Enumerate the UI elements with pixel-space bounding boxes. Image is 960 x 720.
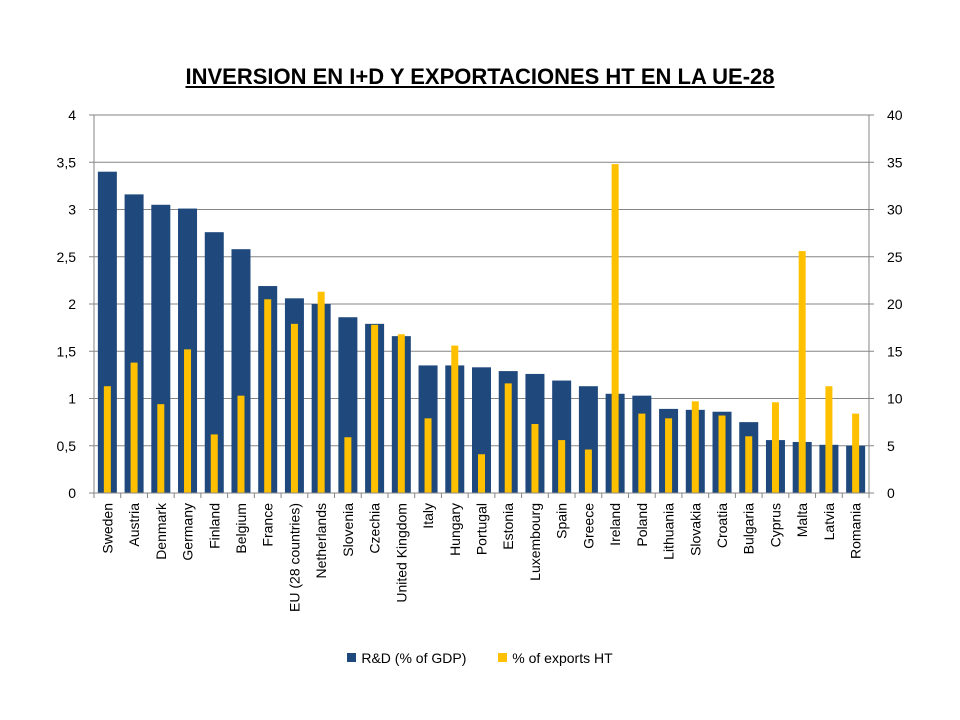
- bar-exports-ht: [504, 383, 512, 493]
- bar-exports-ht: [424, 418, 432, 493]
- bar-exports-ht: [638, 413, 646, 493]
- category-label: Sweden: [99, 503, 115, 554]
- axes: [89, 114, 874, 498]
- y-left-tick-label: 3,5: [57, 154, 77, 170]
- legend-swatch-rd: [347, 653, 357, 662]
- y-right-tick-label: 35: [887, 154, 903, 170]
- bar-exports-ht: [665, 418, 673, 493]
- bar-exports-ht: [745, 436, 753, 493]
- category-label: Hungary: [447, 503, 463, 556]
- bar-rd: [151, 204, 171, 493]
- bar-exports-ht: [210, 434, 218, 493]
- category-label: United Kingdom: [393, 503, 409, 603]
- bar-exports-ht: [157, 404, 165, 493]
- legend-item-exports: % of exports HT: [498, 649, 613, 666]
- y-right-tick-label: 10: [887, 391, 903, 407]
- category-label: Portugal: [474, 503, 490, 555]
- bar-exports-ht: [184, 349, 192, 493]
- bar-rd: [552, 380, 572, 493]
- category-label: Spain: [554, 503, 570, 539]
- bars: [97, 164, 866, 493]
- category-label: Italy: [420, 503, 436, 529]
- bar-rd: [231, 249, 251, 493]
- category-label: Germany: [180, 503, 196, 561]
- bar-exports-ht: [852, 413, 860, 493]
- bar-exports-ht: [558, 440, 566, 493]
- legend-label-rd: R&D (% of GDP): [361, 649, 467, 666]
- y-left-tick-label: 0: [68, 485, 76, 501]
- chart-title: INVERSION EN I+D Y EXPORTACIONES HT EN L…: [185, 64, 775, 89]
- bar-rd: [578, 386, 598, 493]
- category-labels: Sweden Austria Denmark Germany Finland Belgiu…: [99, 502, 863, 612]
- y-right-tick-label: 25: [887, 249, 903, 265]
- y-right-tick-label: 15: [887, 343, 903, 359]
- bar-exports-ht: [317, 291, 325, 493]
- bar-rd: [338, 317, 358, 493]
- bar-exports-ht: [531, 424, 539, 493]
- category-label: Netherlands: [313, 503, 329, 579]
- bar-rd: [472, 367, 491, 493]
- category-label: France: [260, 503, 276, 547]
- bar-exports-ht: [478, 454, 485, 493]
- y-left-tick-label: 2,5: [57, 249, 77, 265]
- legend: R&D (% of GDP) % of exports HT: [0, 649, 960, 666]
- bar-exports-ht: [771, 402, 779, 493]
- y-right-tick-label: 30: [887, 202, 903, 218]
- category-label: Ireland: [607, 503, 623, 546]
- y-right-tick-label: 40: [887, 107, 903, 123]
- bar-exports-ht: [397, 334, 405, 493]
- y-right-tick-label: 0: [887, 485, 895, 501]
- category-label: Lithuania: [661, 503, 677, 560]
- bar-exports-ht: [611, 164, 619, 493]
- legend-label-exports: % of exports HT: [512, 649, 613, 666]
- bar-rd: [204, 232, 224, 493]
- bar-exports-ht: [718, 415, 726, 493]
- bar-exports-ht: [130, 362, 138, 493]
- y-left-tick-label: 4: [68, 107, 76, 123]
- bar-exports-ht: [264, 299, 272, 493]
- category-label: Denmark: [153, 502, 169, 560]
- bar-rd: [97, 171, 117, 493]
- category-label: Slovenia: [340, 503, 356, 557]
- category-label: Luxembourg: [527, 503, 543, 581]
- y-left-tick-label: 3: [68, 202, 76, 218]
- bar-rd: [124, 194, 144, 493]
- bar-exports-ht: [371, 324, 379, 493]
- legend-item-rd: R&D (% of GDP): [347, 650, 466, 666]
- y-left-tick-label: 2: [68, 296, 76, 312]
- category-label: Greece: [580, 503, 596, 549]
- bar-exports-ht: [290, 323, 298, 493]
- bar-exports-ht: [237, 395, 245, 493]
- category-label: Poland: [634, 503, 650, 547]
- bar-exports-ht: [584, 449, 592, 493]
- category-label: Finland: [206, 503, 222, 549]
- y-right-tick-label: 5: [887, 438, 895, 454]
- category-label: Cyprus: [767, 503, 783, 547]
- category-label: Slovakia: [687, 503, 703, 556]
- category-label: Malta: [794, 503, 810, 537]
- category-label: Bulgaria: [741, 503, 757, 555]
- category-label: Croatia: [714, 503, 730, 548]
- bar-exports-ht: [103, 386, 111, 493]
- bar-exports-ht: [798, 251, 806, 493]
- y-left-tick-label: 1,5: [57, 343, 77, 359]
- bar-exports-ht: [825, 386, 833, 493]
- category-label: Romania: [848, 503, 864, 559]
- bar-exports-ht: [451, 345, 459, 493]
- tick-labels: 0 0 0,5 5 1 10 1,5 15 2 20 2,5 25 3 30 3,5 35 4 40: [57, 107, 903, 501]
- bar-exports-ht: [691, 401, 699, 493]
- category-label: Latvia: [821, 503, 837, 541]
- y-left-tick-label: 1: [68, 391, 76, 407]
- y-right-tick-label: 20: [887, 296, 903, 312]
- legend-swatch-exports: [498, 653, 508, 662]
- category-label: Czechia: [367, 503, 383, 554]
- category-label: Belgium: [233, 503, 249, 554]
- bar-exports-ht: [344, 437, 352, 493]
- category-label: Estonia: [500, 503, 516, 550]
- category-label: EU (28 countries): [286, 503, 302, 612]
- category-label: Austria: [126, 503, 142, 547]
- y-left-tick-label: 0,5: [57, 438, 77, 454]
